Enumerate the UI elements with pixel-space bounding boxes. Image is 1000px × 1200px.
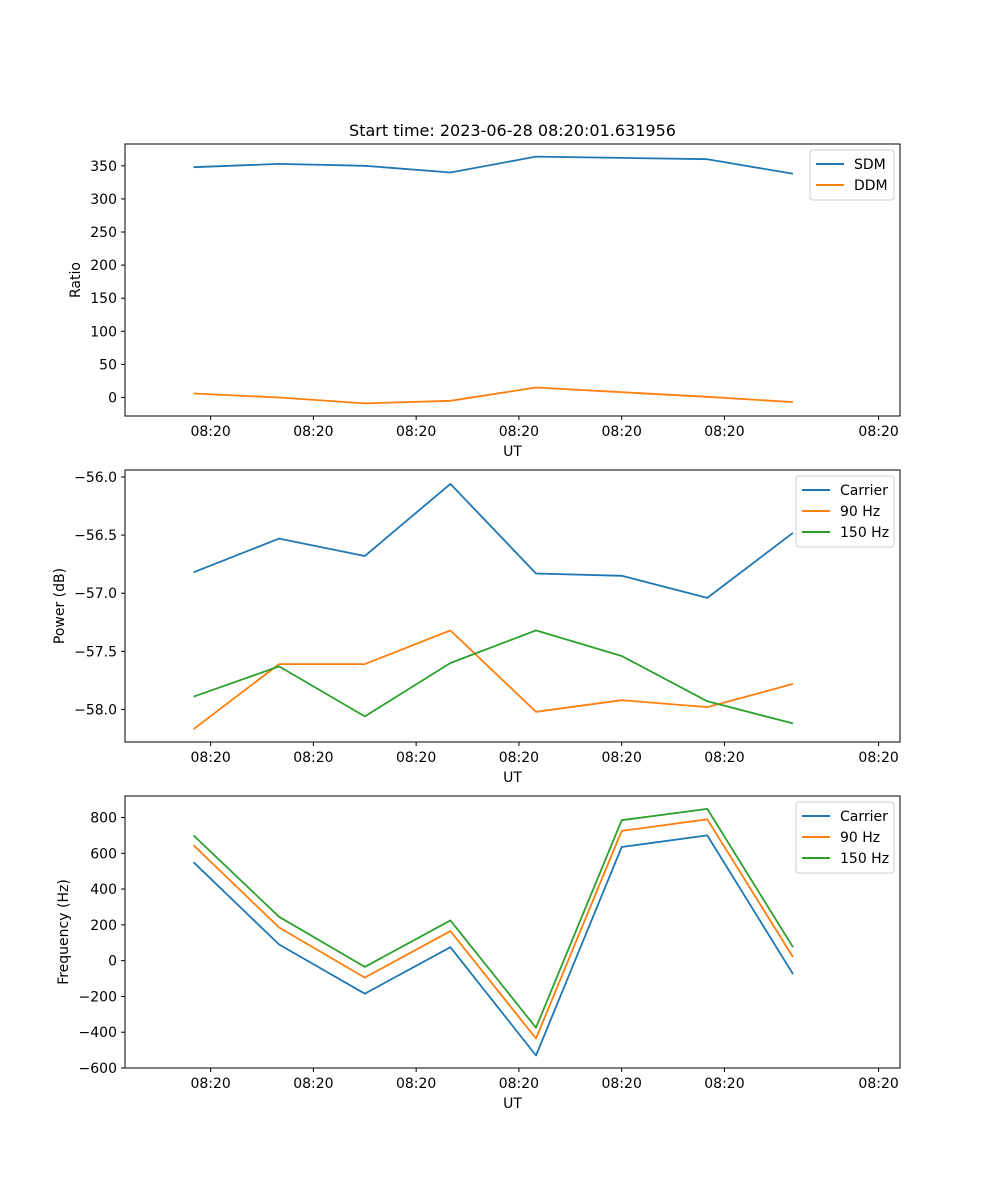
y-tick-label: 0 [108, 390, 117, 406]
legend-label: SDM [854, 157, 886, 173]
legend-label: 90 Hz [840, 504, 880, 520]
y-axis-label: Power (dB) [52, 568, 68, 644]
y-tick-label: 250 [90, 225, 117, 241]
x-tick-label: 08:20 [293, 750, 333, 766]
series-line-150-hz [192, 808, 794, 1029]
y-tick-label: 600 [90, 846, 117, 862]
y-tick-label: −56.5 [74, 528, 117, 544]
x-tick-label: 08:20 [190, 424, 230, 440]
x-tick-label: 08:20 [602, 750, 642, 766]
series-line-carrier [192, 834, 794, 1057]
y-tick-label: −400 [79, 1025, 117, 1041]
legend-box [795, 475, 895, 548]
y-tick-label: 150 [90, 291, 117, 307]
series-line-90-hz [192, 818, 794, 1040]
y-tick-label: 50 [99, 357, 117, 373]
series-line-90-hz [192, 629, 794, 730]
x-axis-label: UT [503, 444, 522, 460]
x-tick-label: 08:20 [499, 424, 539, 440]
plot-area [124, 143, 901, 417]
x-tick-label: 08:20 [704, 750, 744, 766]
y-tick-label: 800 [90, 810, 117, 826]
legend-label: Carrier [840, 809, 888, 825]
x-tick-label: 08:20 [704, 424, 744, 440]
x-tick-label: 08:20 [396, 424, 436, 440]
legend-label: DDM [854, 178, 888, 194]
y-tick-label: 350 [90, 159, 117, 175]
legend-label: 150 Hz [840, 525, 889, 541]
legend-box [809, 149, 895, 201]
x-tick-label: 08:20 [704, 1076, 744, 1092]
series-line-sdm [193, 155, 794, 175]
chart-title: Start time: 2023-06-28 08:20:01.631956 [349, 121, 676, 140]
power-panel: −58.0 −57.5 −57.0 −56.5 −56.0 08:20 08:20 08:20… [52, 469, 901, 786]
ratio-panel: 0 50 100 150 200 250 300 350 08:20 08:20 08:20 08:2… [68, 143, 901, 460]
x-tick-label: 08:20 [293, 424, 333, 440]
x-axis-label: UT [503, 770, 522, 786]
y-tick-label: −56.0 [74, 470, 117, 486]
y-tick-label: 400 [90, 882, 117, 898]
series-line-carrier [193, 482, 794, 599]
x-tick-label: 08:20 [499, 1076, 539, 1092]
y-tick-label: 200 [90, 258, 117, 274]
y-tick-label: −57.5 [74, 644, 117, 660]
plot-area [124, 469, 901, 743]
x-tick-label: 08:20 [190, 750, 230, 766]
series-line-ddm [193, 386, 794, 405]
x-tick-label: 08:20 [396, 1076, 436, 1092]
plot-area [124, 795, 901, 1069]
y-tick-label: −58.0 [74, 702, 117, 718]
y-tick-label: 300 [90, 192, 117, 208]
x-tick-label: 08:20 [396, 750, 436, 766]
legend-box [795, 801, 895, 874]
legend-label: 90 Hz [840, 830, 880, 846]
y-tick-label: −200 [79, 989, 117, 1005]
legend-label: Carrier [840, 483, 888, 499]
y-tick-label: −600 [79, 1061, 117, 1077]
series-line-150-hz [193, 629, 794, 725]
y-tick-label: −57.0 [74, 586, 117, 602]
x-tick-label: 08:20 [858, 424, 898, 440]
x-tick-label: 08:20 [602, 1076, 642, 1092]
x-tick-label: 08:20 [499, 750, 539, 766]
y-axis-label: Frequency (Hz) [56, 879, 72, 985]
y-tick-label: 100 [90, 324, 117, 340]
y-tick-label: 0 [108, 954, 117, 970]
frequency-panel: −600 −400 −200 0 200 400 600 800 08:20 08:20 08:20… [56, 795, 901, 1112]
x-tick-label: 08:20 [190, 1076, 230, 1092]
x-axis-label: UT [503, 1096, 522, 1112]
x-tick-label: 08:20 [293, 1076, 333, 1092]
y-tick-label: 200 [90, 918, 117, 934]
y-axis-label: Ratio [68, 262, 84, 298]
x-tick-label: 08:20 [858, 750, 898, 766]
legend-label: 150 Hz [840, 851, 889, 867]
x-tick-label: 08:20 [602, 424, 642, 440]
x-tick-label: 08:20 [858, 1076, 898, 1092]
